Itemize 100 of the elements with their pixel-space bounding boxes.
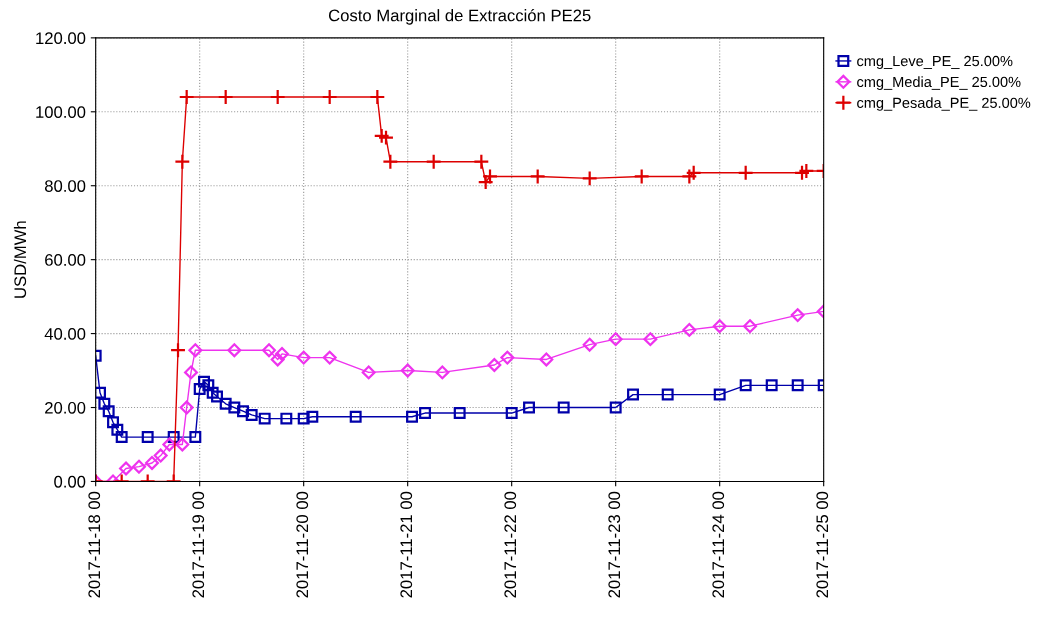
point <box>188 343 203 358</box>
y-tick-label: 80.00 <box>44 180 86 192</box>
point <box>661 388 674 401</box>
point <box>505 407 518 420</box>
point <box>685 164 702 181</box>
legend-label: cmg_Pesada_PE_ 25.00% <box>857 97 1031 111</box>
point <box>237 405 249 418</box>
point <box>487 358 502 373</box>
point <box>743 319 758 334</box>
point <box>297 412 310 425</box>
point <box>798 162 815 179</box>
point <box>227 343 242 358</box>
x-tick-label: 2017-11-25 00 <box>816 491 829 598</box>
x-tick-label: 2017-11-24 00 <box>712 491 725 598</box>
chart-title: Costo Marginal de Extracción PE25 <box>328 8 591 25</box>
point <box>643 332 658 347</box>
y-tick-label: 60.00 <box>45 254 86 266</box>
point <box>184 365 199 380</box>
point <box>245 408 258 421</box>
legend-label: cmg_Media_PE_ 25.00% <box>857 76 1021 90</box>
legend-label: cmg_Leve_PE_ 25.00% <box>857 55 1013 70</box>
point <box>793 164 811 181</box>
point <box>115 431 128 444</box>
point <box>539 352 554 367</box>
point <box>102 405 115 418</box>
point <box>111 423 124 436</box>
point <box>361 365 376 380</box>
point <box>473 153 490 170</box>
y-tick-label: 0.00 <box>54 475 86 488</box>
point <box>500 350 515 365</box>
point <box>633 168 650 185</box>
point <box>369 88 386 106</box>
point <box>175 437 190 452</box>
point <box>178 88 195 106</box>
point <box>581 170 598 187</box>
point <box>280 412 293 425</box>
point <box>382 153 399 170</box>
point <box>258 412 271 425</box>
point <box>712 319 727 334</box>
point <box>275 346 290 361</box>
point <box>608 332 623 347</box>
y-axis-title: USD/MWh <box>13 221 27 298</box>
point <box>174 153 191 170</box>
point <box>119 461 134 476</box>
y-tick-label: 100.00 <box>36 106 86 118</box>
point <box>262 343 277 358</box>
point <box>682 322 697 337</box>
point <box>322 350 337 365</box>
point <box>153 448 168 463</box>
y-tick-label: 40.00 <box>44 327 86 340</box>
point <box>523 401 535 414</box>
point <box>790 308 805 323</box>
point <box>296 350 311 365</box>
point <box>609 401 622 414</box>
point <box>765 379 778 392</box>
point <box>306 410 319 423</box>
point <box>179 400 194 415</box>
point <box>791 379 804 392</box>
point <box>206 386 219 399</box>
point <box>219 397 232 410</box>
x-tick-label: 2017-11-22 00 <box>504 491 517 598</box>
point <box>211 390 223 403</box>
x-tick-label: 2017-11-20 00 <box>296 491 309 598</box>
point <box>737 164 754 181</box>
x-tick-label: 2017-11-23 00 <box>608 491 621 598</box>
point <box>169 342 187 359</box>
point <box>321 88 338 106</box>
point <box>193 383 206 396</box>
x-tick-label: 2017-11-18 00 <box>88 491 101 598</box>
point <box>713 388 726 401</box>
point <box>349 410 362 423</box>
x-tick-label: 2017-11-21 00 <box>400 491 413 598</box>
point <box>162 437 177 452</box>
point <box>425 153 442 170</box>
point <box>739 379 752 392</box>
point <box>141 431 154 444</box>
point <box>145 455 160 470</box>
point <box>400 363 415 378</box>
point <box>373 127 390 144</box>
point <box>95 386 106 399</box>
point <box>198 375 210 388</box>
point <box>582 337 597 352</box>
point <box>681 168 698 185</box>
point <box>453 407 466 420</box>
x-tick-label: 2017-11-19 00 <box>192 491 205 598</box>
point <box>377 129 395 146</box>
point <box>270 352 285 367</box>
point <box>406 410 418 423</box>
point <box>435 365 450 380</box>
point <box>627 388 639 401</box>
point <box>419 407 431 420</box>
point <box>189 431 202 444</box>
point <box>529 168 546 185</box>
point <box>269 88 286 106</box>
y-tick-label: 120.00 <box>36 32 86 45</box>
point <box>132 459 147 474</box>
y-tick-label: 20.00 <box>45 401 86 414</box>
point <box>557 401 570 414</box>
point <box>107 416 119 429</box>
point <box>167 431 180 444</box>
